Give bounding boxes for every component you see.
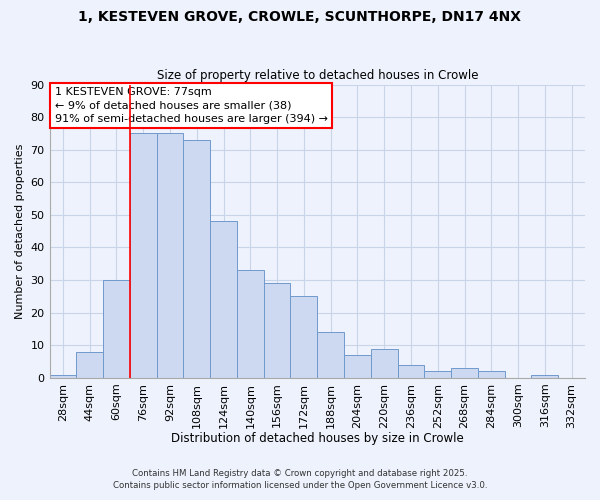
Text: Contains HM Land Registry data © Crown copyright and database right 2025.
Contai: Contains HM Land Registry data © Crown c… bbox=[113, 468, 487, 490]
Bar bbox=[157, 134, 184, 378]
Bar bbox=[210, 222, 237, 378]
Bar bbox=[103, 280, 130, 378]
Bar bbox=[451, 368, 478, 378]
Bar bbox=[237, 270, 264, 378]
Y-axis label: Number of detached properties: Number of detached properties bbox=[15, 144, 25, 319]
Bar bbox=[478, 372, 505, 378]
Bar bbox=[50, 374, 76, 378]
Bar bbox=[344, 355, 371, 378]
Bar bbox=[317, 332, 344, 378]
Bar bbox=[184, 140, 210, 378]
Bar bbox=[264, 284, 290, 378]
Bar bbox=[532, 374, 558, 378]
Title: Size of property relative to detached houses in Crowle: Size of property relative to detached ho… bbox=[157, 69, 478, 82]
Bar bbox=[424, 372, 451, 378]
Bar bbox=[76, 352, 103, 378]
Text: 1 KESTEVEN GROVE: 77sqm
← 9% of detached houses are smaller (38)
91% of semi-det: 1 KESTEVEN GROVE: 77sqm ← 9% of detached… bbox=[55, 88, 328, 124]
Text: 1, KESTEVEN GROVE, CROWLE, SCUNTHORPE, DN17 4NX: 1, KESTEVEN GROVE, CROWLE, SCUNTHORPE, D… bbox=[79, 10, 521, 24]
Bar bbox=[130, 134, 157, 378]
Bar bbox=[371, 348, 398, 378]
X-axis label: Distribution of detached houses by size in Crowle: Distribution of detached houses by size … bbox=[171, 432, 464, 445]
Bar bbox=[398, 365, 424, 378]
Bar bbox=[290, 296, 317, 378]
